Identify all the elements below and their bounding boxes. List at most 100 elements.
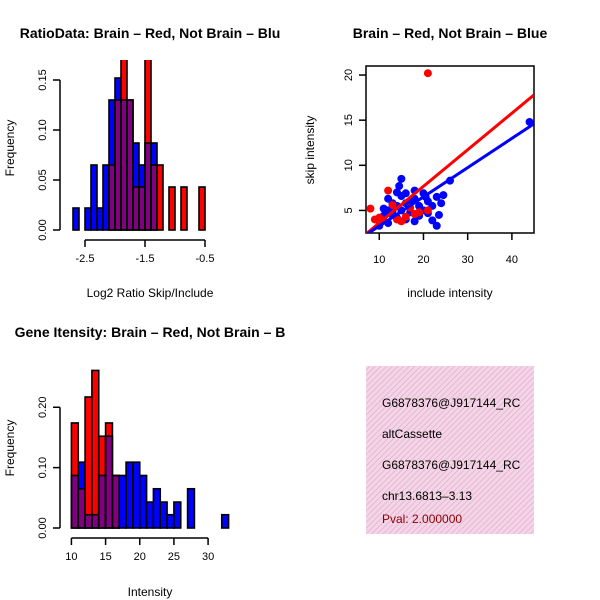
histogram-bar-not-brain bbox=[221, 514, 229, 528]
x-tick-label: 10 bbox=[65, 551, 77, 563]
y-tick-label: 0.00 bbox=[37, 517, 49, 538]
histogram-bar-overlap bbox=[71, 475, 79, 528]
histogram-bar-overlap bbox=[133, 187, 139, 230]
x-tick-label: 30 bbox=[202, 551, 214, 563]
histogram-bar-brain bbox=[181, 187, 187, 230]
histogram-bar-outline-not-brain bbox=[220, 513, 230, 529]
scatter-point-brain bbox=[401, 212, 410, 221]
y-tick-label: 5 bbox=[343, 207, 355, 213]
histogram-bar-not-brain bbox=[126, 462, 133, 528]
histogram-bar-brain bbox=[91, 370, 99, 515]
histogram-bar-not-brain bbox=[153, 488, 161, 528]
regression-line-not-brain bbox=[366, 122, 534, 233]
histogram-bar-overlap bbox=[109, 165, 115, 230]
ratio-histogram-xlabel: Log2 Ratio Skip/Include bbox=[87, 286, 214, 300]
scatter-title: Brain – Red, Not Brain – Blue bbox=[353, 25, 548, 41]
histogram-bar-not-brain bbox=[146, 502, 154, 528]
histogram-bar-overlap bbox=[112, 475, 120, 528]
histogram-bar-not-brain bbox=[133, 143, 139, 187]
histogram-bar-overlap bbox=[105, 436, 113, 528]
histogram-bar-not-brain bbox=[115, 78, 121, 100]
intensity-histogram-xlabel: Intensity bbox=[128, 585, 173, 599]
x-tick-label: 25 bbox=[168, 551, 180, 563]
histogram-bar-outline-not-brain bbox=[72, 207, 80, 231]
histogram-bar-overlap bbox=[145, 143, 151, 230]
x-tick-label: 20 bbox=[134, 551, 146, 563]
histogram-bar-overlap bbox=[78, 488, 86, 528]
ratio-histogram-bars bbox=[72, 60, 206, 231]
scatter-xlabel: include intensity bbox=[407, 286, 492, 300]
histogram-bar-outline-not-brain bbox=[173, 501, 182, 529]
ratio-histogram-ylabel: Frequency bbox=[3, 120, 17, 177]
info-panel-hatch bbox=[366, 366, 534, 534]
scatter-point-not-brain bbox=[401, 189, 410, 198]
scatter-point-brain bbox=[384, 186, 393, 195]
histogram-bar-outline-brain bbox=[180, 186, 188, 231]
histogram-bar-outline-brain bbox=[198, 186, 206, 231]
scatter-point-brain bbox=[415, 208, 424, 217]
info-panel: G6878376@J917144_RC altCassette G6878376… bbox=[366, 366, 534, 534]
x-tick-label: 15 bbox=[99, 551, 111, 563]
histogram-bar-overlap bbox=[98, 475, 106, 528]
histogram-bar-not-brain bbox=[139, 475, 147, 528]
histogram-bar-outline-not-brain bbox=[90, 164, 98, 231]
histogram-bar-outline-brain bbox=[156, 164, 164, 231]
scatter-point-brain bbox=[366, 204, 375, 213]
scatter-point-not-brain bbox=[395, 182, 404, 191]
histogram-bar-not-brain bbox=[132, 462, 140, 528]
scatter-point-not-brain bbox=[434, 210, 443, 219]
intensity-histogram-bars bbox=[70, 369, 230, 529]
x-tick-label: -0.5 bbox=[196, 253, 215, 265]
histogram-bar-not-brain bbox=[167, 514, 174, 528]
histogram-bar-brain bbox=[85, 396, 92, 515]
info-event-type: altCassette bbox=[382, 427, 442, 441]
regression-line-brain bbox=[366, 93, 534, 233]
scatter-point-not-brain bbox=[397, 174, 406, 183]
intensity-histogram-ylabel: Frequency bbox=[3, 420, 17, 477]
scatter-point-not-brain bbox=[432, 192, 441, 201]
histogram-bar-brain bbox=[105, 422, 113, 437]
histogram-bar-not-brain bbox=[173, 502, 181, 528]
histogram-bar-not-brain bbox=[109, 100, 115, 165]
x-tick-label: 30 bbox=[462, 254, 474, 266]
histogram-bar-overlap bbox=[121, 100, 127, 230]
info-pval: Pval: 2.000000 bbox=[382, 512, 462, 526]
info-gene-id: G6878376@J917144_RC bbox=[382, 396, 521, 410]
histogram-bar-brain bbox=[71, 422, 79, 476]
histogram-bar-brain bbox=[145, 60, 151, 143]
ratio-histogram-title: RatioData: Brain – Red, Not Brain – Blu bbox=[20, 25, 281, 41]
histogram-bar-not-brain bbox=[139, 165, 145, 187]
histogram-bar-overlap bbox=[127, 100, 133, 230]
histogram-bar-brain bbox=[169, 187, 175, 230]
ratio-histogram-axes: 0.00 0.05 0.10 0.15 -2.5 -1.5 -0.5 bbox=[37, 69, 214, 265]
x-tick-label: 10 bbox=[373, 254, 385, 266]
scatter-point-brain bbox=[388, 201, 397, 210]
scatter-points bbox=[366, 69, 534, 233]
y-tick-label: 0.15 bbox=[37, 69, 49, 90]
x-tick-label: 20 bbox=[417, 254, 429, 266]
scatter-ylabel: skip intensity bbox=[303, 116, 317, 185]
info-probe-id: G6878376@J917144_RC bbox=[382, 458, 521, 472]
y-tick-label: 0.10 bbox=[37, 119, 49, 140]
histogram-bar-not-brain bbox=[91, 165, 97, 230]
histogram-bar-overlap bbox=[151, 165, 157, 230]
histogram-bar-brain bbox=[121, 60, 127, 100]
y-tick-label: 10 bbox=[343, 159, 355, 171]
y-tick-label: 0.10 bbox=[37, 457, 49, 478]
histogram-bar-not-brain bbox=[119, 475, 127, 528]
ratio-histogram-panel: RatioData: Brain – Red, Not Brain – Blu … bbox=[3, 25, 280, 300]
histogram-bar-overlap bbox=[85, 514, 92, 528]
histogram-bar-outline-brain bbox=[168, 186, 176, 231]
y-tick-label: 15 bbox=[343, 114, 355, 126]
histogram-bar-not-brain bbox=[73, 208, 79, 230]
x-tick-label: 40 bbox=[506, 254, 518, 266]
histogram-bar-not-brain bbox=[151, 143, 157, 165]
scatter-point-not-brain bbox=[428, 216, 437, 225]
histogram-bar-not-brain bbox=[85, 208, 91, 230]
intensity-histogram-panel: Gene Itensity: Brain – Red, Not Brain – … bbox=[3, 324, 285, 599]
histogram-bar-not-brain bbox=[187, 488, 195, 528]
intensity-histogram-title: Gene Itensity: Brain – Red, Not Brain – … bbox=[15, 324, 286, 340]
intensity-histogram-axes: 0.00 0.10 0.20 10 15 20 25 30 bbox=[37, 397, 214, 563]
scatter-plot-box bbox=[365, 65, 535, 234]
